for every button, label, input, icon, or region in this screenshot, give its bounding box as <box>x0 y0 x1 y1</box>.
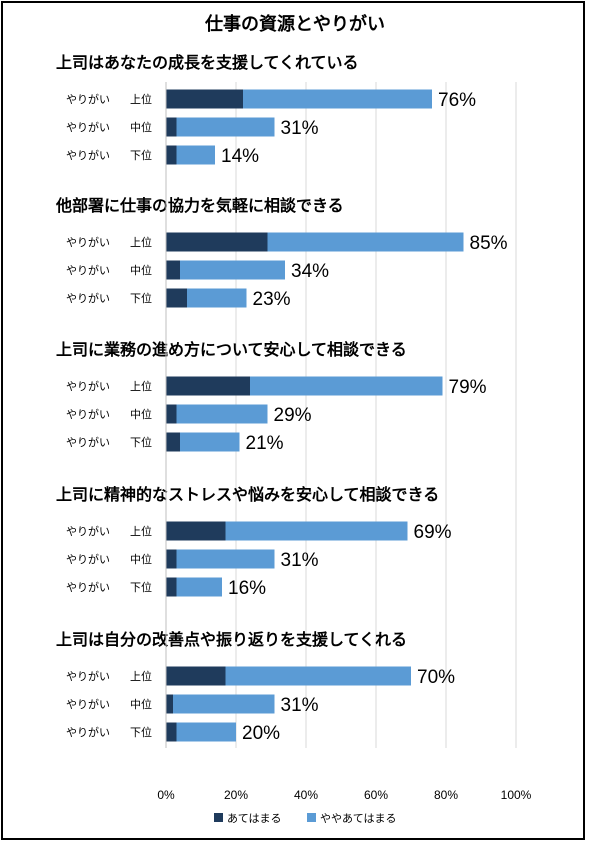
bar-segment-atehamaru <box>166 145 177 165</box>
bar-segment-yaya-atehamaru <box>176 549 275 569</box>
bar-segment-yaya-atehamaru <box>243 89 432 109</box>
bar-segment-atehamaru <box>166 232 268 252</box>
row-level: 下位 <box>130 725 152 739</box>
total-label: 31% <box>281 118 319 139</box>
row-tag: やりがい <box>66 120 110 134</box>
bar-segment-atehamaru <box>166 404 177 424</box>
x-tick-label: 60% <box>364 788 388 802</box>
row-level: 上位 <box>130 669 152 683</box>
bar-segment-atehamaru <box>166 117 177 137</box>
x-tick-label: 0% <box>157 788 175 802</box>
row-tag: やりがい <box>66 92 110 106</box>
bar-segment-yaya-atehamaru <box>250 376 443 396</box>
bar-segment-atehamaru <box>166 521 226 541</box>
x-tick-label: 80% <box>434 788 458 802</box>
total-label: 34% <box>291 261 329 282</box>
row-tag: やりがい <box>66 524 110 538</box>
bar-segment-yaya-atehamaru <box>173 694 275 714</box>
x-tick-label: 40% <box>294 788 318 802</box>
bar-segment-atehamaru <box>166 549 177 569</box>
bar-segment-atehamaru <box>166 260 180 280</box>
row-tag: やりがい <box>66 407 110 421</box>
row-level: 中位 <box>130 407 152 421</box>
row-tag: やりがい <box>66 291 110 305</box>
row-level: 中位 <box>130 263 152 277</box>
total-label: 69% <box>414 522 452 543</box>
bar-segment-atehamaru <box>166 666 226 686</box>
total-label: 85% <box>470 233 508 254</box>
row-level: 中位 <box>130 120 152 134</box>
bar-segment-yaya-atehamaru <box>180 260 285 280</box>
group-title: 他部署に仕事の協力を気軽に相談できる <box>55 196 344 215</box>
total-label: 21% <box>246 433 284 454</box>
total-label: 79% <box>449 377 487 398</box>
row-level: 上位 <box>130 235 152 249</box>
bar-segment-yaya-atehamaru <box>176 404 268 424</box>
row-level: 中位 <box>130 552 152 566</box>
total-label: 70% <box>417 667 455 688</box>
row-level: 上位 <box>130 92 152 106</box>
bar-segment-yaya-atehamaru <box>176 117 275 137</box>
total-label: 31% <box>281 695 319 716</box>
row-level: 下位 <box>130 148 152 162</box>
group-title: 上司に精神的なストレスや悩みを安心して相談できる <box>56 485 439 504</box>
group-title: 上司はあなたの成長を支援してくれている <box>56 53 359 72</box>
total-label: 14% <box>221 146 259 167</box>
bar-segment-yaya-atehamaru <box>176 145 215 165</box>
bar-segment-atehamaru <box>166 694 173 714</box>
bar-segment-yaya-atehamaru <box>187 288 247 308</box>
row-level: 下位 <box>130 291 152 305</box>
row-tag: やりがい <box>66 697 110 711</box>
row-tag: やりがい <box>66 552 110 566</box>
total-label: 29% <box>274 405 312 426</box>
bar-segment-atehamaru <box>166 89 243 109</box>
row-tag: やりがい <box>66 669 110 683</box>
bar-segment-atehamaru <box>166 577 177 597</box>
bar-segment-atehamaru <box>166 432 180 452</box>
legend-label: あてはまる <box>227 812 282 825</box>
total-label: 76% <box>438 90 476 111</box>
bar-segment-atehamaru <box>166 722 177 742</box>
bar-segment-atehamaru <box>166 288 187 308</box>
total-label: 23% <box>253 289 291 310</box>
bar-segment-yaya-atehamaru <box>225 666 411 686</box>
total-label: 16% <box>228 578 266 599</box>
row-tag: やりがい <box>66 725 110 739</box>
row-tag: やりがい <box>66 580 110 594</box>
bar-segment-yaya-atehamaru <box>176 722 236 742</box>
legend-swatch <box>214 813 223 822</box>
row-level: 下位 <box>130 435 152 449</box>
bar-segment-yaya-atehamaru <box>176 577 222 597</box>
legend-label: ややあてはまる <box>320 812 397 825</box>
row-level: 上位 <box>130 379 152 393</box>
row-tag: やりがい <box>66 235 110 249</box>
row-level: 上位 <box>130 524 152 538</box>
bar-segment-yaya-atehamaru <box>267 232 464 252</box>
chart-title: 仕事の資源とやりがい <box>204 13 385 34</box>
legend-swatch <box>307 813 316 822</box>
bar-segment-yaya-atehamaru <box>180 432 240 452</box>
total-label: 20% <box>242 723 280 744</box>
row-level: 中位 <box>130 697 152 711</box>
total-label: 31% <box>281 550 319 571</box>
row-tag: やりがい <box>66 148 110 162</box>
row-tag: やりがい <box>66 435 110 449</box>
x-tick-label: 100% <box>501 788 532 802</box>
row-level: 下位 <box>130 580 152 594</box>
bar-segment-yaya-atehamaru <box>225 521 408 541</box>
group-title: 上司に業務の進め方について安心して相談できる <box>56 340 407 359</box>
row-tag: やりがい <box>66 379 110 393</box>
row-tag: やりがい <box>66 263 110 277</box>
x-tick-label: 20% <box>224 788 248 802</box>
group-title: 上司は自分の改善点や振り返りを支援してくれる <box>56 630 407 649</box>
bar-segment-atehamaru <box>166 376 250 396</box>
